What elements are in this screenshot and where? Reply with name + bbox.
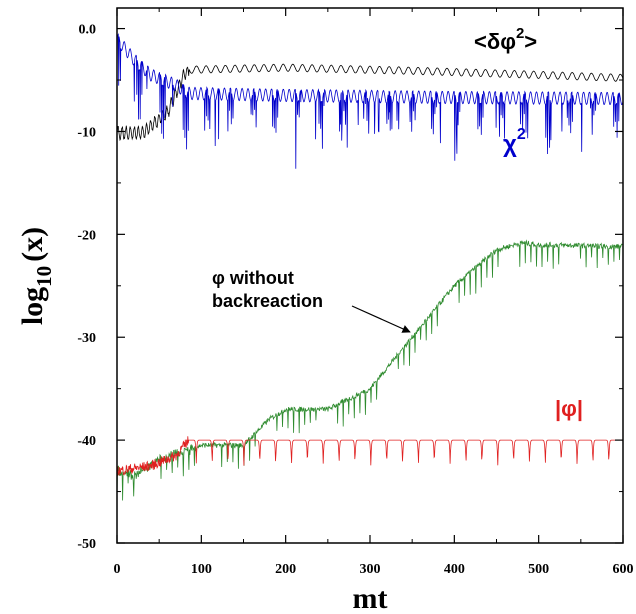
series-layer bbox=[117, 33, 623, 501]
y-tick-label-2: -20 bbox=[77, 228, 96, 243]
abs-phi-label: |φ| bbox=[555, 396, 583, 421]
tick-layer: 0 100 200 300 400 500 600 0.0 -10 -20 -30 -40 -50 bbox=[77, 8, 634, 577]
y-tick-label-5: -50 bbox=[77, 537, 96, 552]
x-tick-label-2: 200 bbox=[275, 562, 296, 577]
y-axis-title: log10(x) bbox=[16, 227, 56, 325]
y-tick-label-4: -40 bbox=[77, 434, 96, 449]
x-tick-label-0: 0 bbox=[114, 562, 121, 577]
phi-without-backreaction-label: φ without backreaction bbox=[212, 268, 323, 311]
y-tick-label-0: 0.0 bbox=[79, 23, 97, 38]
x-tick-label-4: 400 bbox=[444, 562, 465, 577]
series-line-1 bbox=[117, 33, 623, 169]
x-axis-title: mt bbox=[353, 582, 388, 614]
x-tick-label-6: 600 bbox=[613, 562, 634, 577]
delta-phi-label: <δφ2> bbox=[474, 25, 537, 54]
series-line-3 bbox=[117, 436, 623, 477]
series-line-0 bbox=[117, 63, 623, 142]
y-tick-label-3: -30 bbox=[77, 331, 96, 346]
x-tick-label-5: 500 bbox=[528, 562, 549, 577]
chi-label: χ2 bbox=[503, 126, 526, 158]
x-tick-label-1: 100 bbox=[191, 562, 212, 577]
y-tick-label-1: -10 bbox=[77, 125, 96, 140]
series-line-2 bbox=[117, 239, 623, 501]
annotation-arrow bbox=[351, 305, 411, 333]
x-tick-label-3: 300 bbox=[360, 562, 381, 577]
plot-frame bbox=[116, 7, 624, 544]
